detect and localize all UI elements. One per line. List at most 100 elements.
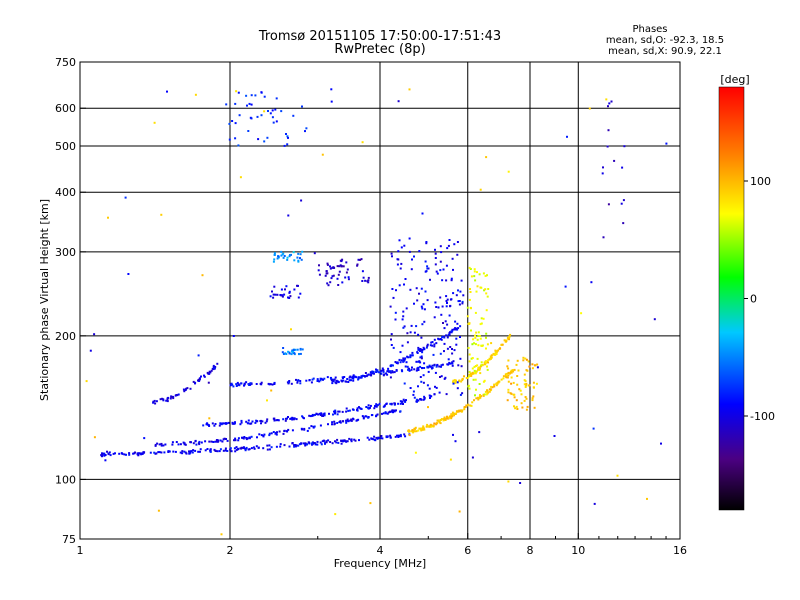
data-point: [433, 422, 436, 425]
data-point: [516, 383, 519, 386]
data-point: [372, 370, 375, 373]
data-point: [479, 188, 482, 191]
data-point: [460, 409, 463, 412]
data-point: [606, 145, 609, 148]
data-point: [445, 334, 448, 337]
data-point: [422, 426, 425, 429]
data-point: [478, 431, 481, 434]
data-point: [524, 386, 527, 388]
data-point: [426, 365, 429, 368]
data-point: [326, 262, 329, 265]
data-point: [525, 397, 528, 400]
data-point: [442, 268, 445, 271]
data-point: [308, 414, 311, 417]
data-point: [332, 266, 335, 269]
data-point: [312, 426, 315, 429]
chart-title: Tromsø 20151105 17:50:00-17:51:43: [258, 29, 501, 44]
data-point: [208, 417, 211, 420]
data-point: [330, 100, 333, 103]
data-point: [272, 431, 275, 433]
data-point: [519, 482, 522, 484]
data-point: [331, 442, 334, 445]
data-point: [155, 452, 158, 455]
data-point: [513, 396, 516, 399]
data-point: [340, 379, 343, 382]
data-point: [313, 425, 316, 428]
data-point: [266, 399, 268, 402]
data-point: [450, 298, 453, 301]
data-point: [333, 423, 336, 426]
data-point: [297, 444, 300, 447]
data-point: [340, 442, 343, 445]
data-point: [423, 397, 426, 399]
data-point: [402, 357, 405, 360]
data-point: [306, 443, 308, 446]
data-point: [536, 363, 539, 366]
data-point: [339, 421, 342, 424]
data-point: [240, 421, 243, 424]
data-point: [260, 422, 262, 425]
data-point: [448, 416, 450, 419]
data-point: [507, 367, 510, 370]
data-point: [427, 267, 430, 270]
data-point: [417, 369, 420, 371]
data-point: [479, 337, 482, 340]
data-point: [434, 263, 437, 266]
data-point: [222, 449, 225, 452]
data-point: [369, 502, 372, 505]
data-point: [361, 141, 364, 144]
data-point: [235, 446, 238, 449]
data-point: [457, 289, 459, 292]
data-point: [479, 365, 482, 368]
data-point: [451, 328, 454, 331]
data-point: [376, 404, 379, 407]
data-point: [367, 276, 370, 279]
data-point: [473, 268, 476, 271]
data-point: [327, 284, 330, 287]
data-point: [494, 351, 497, 354]
data-point: [350, 379, 352, 382]
data-point: [454, 381, 457, 384]
data-point: [157, 509, 160, 512]
data-point: [413, 427, 416, 430]
data-point: [171, 441, 174, 444]
data-point: [338, 265, 341, 268]
data-point: [459, 290, 462, 293]
data-point: [104, 459, 107, 462]
data-point: [342, 440, 344, 443]
data-point: [234, 439, 237, 442]
data-point: [360, 408, 363, 410]
data-point: [386, 412, 389, 415]
x-tick-label-8: 8: [527, 544, 534, 557]
data-point: [319, 441, 322, 444]
data-point: [153, 399, 156, 402]
data-point: [515, 405, 518, 408]
data-point: [189, 387, 192, 390]
data-point: [346, 440, 349, 443]
data-point: [377, 437, 380, 439]
data-point: [271, 109, 274, 112]
data-point: [367, 416, 370, 419]
data-point: [468, 266, 471, 269]
data-point: [425, 270, 428, 273]
data-point: [319, 377, 322, 380]
data-point: [283, 444, 286, 447]
data-point: [166, 398, 169, 401]
data-point: [399, 433, 402, 436]
data-point: [282, 418, 285, 421]
data-point: [446, 302, 448, 304]
data-point: [392, 296, 395, 299]
data-point: [434, 301, 437, 304]
data-point: [402, 326, 405, 329]
y-tick-label-200: 200: [55, 330, 76, 343]
data-point: [389, 370, 391, 373]
data-point: [446, 247, 449, 250]
data-point: [93, 333, 96, 336]
data-point: [208, 425, 211, 427]
data-point: [335, 382, 338, 385]
data-point: [439, 260, 442, 263]
data-point: [467, 403, 470, 406]
data-point: [183, 450, 186, 453]
data-point: [288, 290, 291, 293]
data-point: [164, 443, 167, 446]
